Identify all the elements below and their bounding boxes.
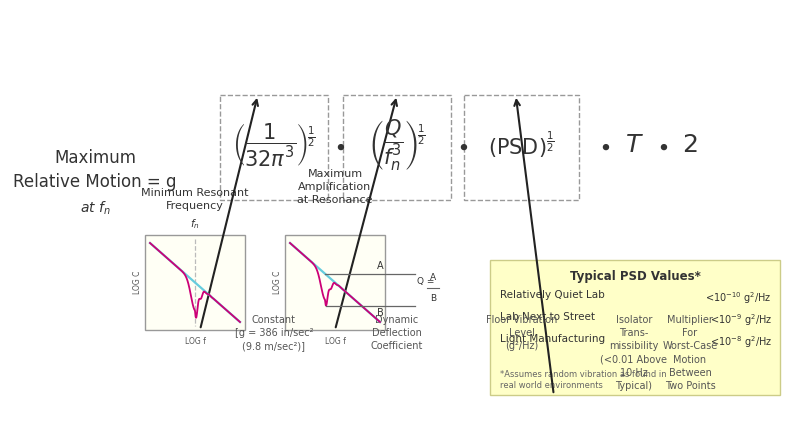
Bar [220,95,328,200]
Text: <10$^{-8}$ g$^2$/Hz: <10$^{-8}$ g$^2$/Hz [710,334,772,350]
Text: Multiplier
For
Worst-Case
Motion
Between
Two Points: Multiplier For Worst-Case Motion Between… [662,315,718,391]
Bar [145,235,245,330]
Text: $\bullet$: $\bullet$ [333,137,345,157]
Text: $(\mathrm{PSD})^{\frac{1}{2}}$: $(\mathrm{PSD})^{\frac{1}{2}}$ [488,130,555,160]
Text: Constant
[g = 386 in/sec²
(9.8 m/sec²)]: Constant [g = 386 in/sec² (9.8 m/sec²)] [234,315,314,351]
Text: Maximum
Relative Motion = g: Maximum Relative Motion = g [14,149,177,191]
Text: $\bullet$: $\bullet$ [656,137,668,157]
Text: T: T [626,133,642,157]
Text: 2: 2 [682,133,698,157]
Text: Q =: Q = [417,277,434,286]
Text: *Assumes random vibration as found in
real world environments: *Assumes random vibration as found in re… [500,370,666,390]
Text: Typical PSD Values*: Typical PSD Values* [570,270,701,283]
Text: at $f_n$: at $f_n$ [80,199,110,217]
Bar [464,95,579,200]
Text: $\bullet$: $\bullet$ [456,137,468,157]
Text: Relatively Quiet Lab: Relatively Quiet Lab [500,290,605,300]
Text: LOG C: LOG C [133,271,142,294]
Text: LOG C: LOG C [273,271,282,294]
Bar [343,95,451,200]
Text: Dynamic
Deflection
Coefficient: Dynamic Deflection Coefficient [371,315,423,351]
Bar [490,260,780,395]
Bar [285,235,385,330]
Text: LOG f: LOG f [325,337,346,346]
Text: Light Manufacturing: Light Manufacturing [500,334,605,344]
Text: Floor Vibration
Level
(g²/Hz): Floor Vibration Level (g²/Hz) [486,315,557,351]
Text: A: A [377,261,384,271]
Text: <10$^{-10}$ g$^2$/Hz: <10$^{-10}$ g$^2$/Hz [706,290,772,306]
Text: B: B [377,307,384,318]
Text: LOG f: LOG f [185,337,206,346]
Text: <10$^{-9}$ g$^2$/Hz: <10$^{-9}$ g$^2$/Hz [710,312,772,328]
Text: $\left(\dfrac{1}{32\pi^3}\right)^{\!\frac{1}{2}}$: $\left(\dfrac{1}{32\pi^3}\right)^{\!\fra… [232,122,316,169]
Text: Lab Next to Street: Lab Next to Street [500,312,595,322]
Text: Isolator
Trans-
missibility
(<0.01 Above
10 Hz
Typical): Isolator Trans- missibility (<0.01 Above… [601,315,667,391]
Text: Maximum
Amplification
at Resonance: Maximum Amplification at Resonance [298,169,373,205]
Text: $\left(\dfrac{Q}{f_n^3}\right)^{\!\frac{1}{2}}$: $\left(\dfrac{Q}{f_n^3}\right)^{\!\frac{… [368,117,426,172]
Text: $\bullet$: $\bullet$ [598,137,610,157]
Text: A: A [430,273,436,282]
Text: B: B [430,294,436,303]
Text: $f_n$: $f_n$ [190,217,200,231]
Text: Minimum Resonant
Frequency: Minimum Resonant Frequency [142,188,249,211]
